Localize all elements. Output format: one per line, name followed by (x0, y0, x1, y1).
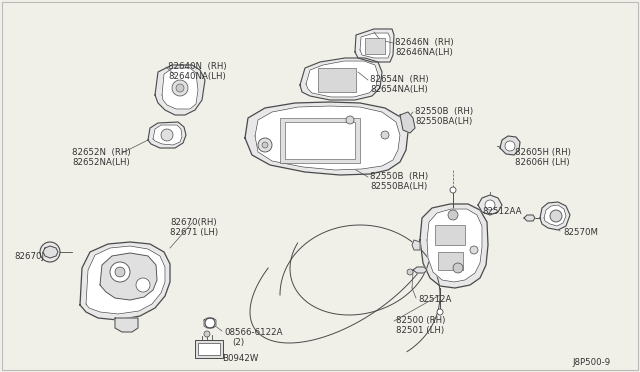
Polygon shape (80, 242, 170, 320)
Circle shape (437, 309, 443, 315)
Polygon shape (360, 33, 390, 58)
Circle shape (45, 247, 55, 257)
Polygon shape (204, 318, 216, 328)
Polygon shape (100, 253, 157, 300)
Bar (280, 118, 360, 163)
Polygon shape (355, 29, 394, 62)
Circle shape (161, 129, 173, 141)
Circle shape (485, 200, 495, 210)
Circle shape (258, 138, 272, 152)
Text: 82652N  (RH): 82652N (RH) (72, 148, 131, 157)
Polygon shape (420, 204, 488, 288)
Text: 82550BA(LH): 82550BA(LH) (415, 117, 472, 126)
Bar (435, 225, 465, 245)
Polygon shape (255, 106, 400, 170)
Text: J8P500-9: J8P500-9 (572, 358, 610, 367)
Text: 82550BA(LH): 82550BA(LH) (370, 182, 428, 191)
Polygon shape (155, 65, 205, 115)
Text: 82550B  (RH): 82550B (RH) (415, 107, 473, 116)
Text: 82654NA(LH): 82654NA(LH) (370, 85, 428, 94)
Bar (198, 343, 220, 355)
Text: 82640N  (RH): 82640N (RH) (168, 62, 227, 71)
Text: 08566-6122A: 08566-6122A (224, 328, 282, 337)
Circle shape (172, 80, 188, 96)
Text: 82640NA(LH): 82640NA(LH) (168, 72, 226, 81)
Text: 82570M: 82570M (563, 228, 598, 237)
Text: 82500 (RH): 82500 (RH) (396, 316, 445, 325)
Polygon shape (524, 215, 535, 221)
Circle shape (346, 116, 354, 124)
Text: 82670(RH): 82670(RH) (170, 218, 216, 227)
Circle shape (407, 269, 413, 275)
Circle shape (453, 263, 463, 273)
Bar (365, 38, 385, 54)
Polygon shape (148, 122, 186, 148)
Circle shape (262, 142, 268, 148)
Polygon shape (400, 112, 415, 133)
Polygon shape (245, 102, 408, 175)
Circle shape (470, 246, 478, 254)
Text: 82605H (RH): 82605H (RH) (515, 148, 571, 157)
Polygon shape (43, 246, 58, 258)
Polygon shape (478, 195, 502, 215)
Circle shape (381, 131, 389, 139)
Polygon shape (115, 318, 138, 332)
Bar (195, 340, 223, 358)
Bar (438, 252, 463, 270)
Circle shape (205, 318, 215, 328)
Polygon shape (500, 136, 520, 155)
Polygon shape (86, 246, 165, 314)
Polygon shape (540, 202, 570, 230)
Polygon shape (544, 205, 566, 226)
Text: 82646NA(LH): 82646NA(LH) (395, 48, 452, 57)
Text: 82670J: 82670J (14, 252, 44, 261)
Circle shape (550, 210, 562, 222)
Bar (285, 122, 355, 159)
Text: 82512A: 82512A (418, 295, 451, 304)
Circle shape (505, 141, 515, 151)
Text: B0942W: B0942W (222, 354, 259, 363)
Text: 82512AA: 82512AA (482, 207, 522, 216)
Polygon shape (306, 61, 378, 97)
Text: 82654N  (RH): 82654N (RH) (370, 75, 429, 84)
Text: 82501 (LH): 82501 (LH) (396, 326, 444, 335)
Circle shape (176, 84, 184, 92)
Text: 82550B  (RH): 82550B (RH) (370, 172, 428, 181)
Text: 82652NA(LH): 82652NA(LH) (72, 158, 130, 167)
Circle shape (110, 262, 130, 282)
Polygon shape (412, 240, 420, 250)
Circle shape (115, 267, 125, 277)
Polygon shape (427, 209, 482, 282)
Polygon shape (162, 68, 198, 109)
Circle shape (448, 210, 458, 220)
Circle shape (136, 278, 150, 292)
Polygon shape (413, 267, 427, 273)
Bar (318, 68, 356, 92)
Polygon shape (300, 58, 382, 100)
Text: (2): (2) (232, 338, 244, 347)
Text: 82671 (LH): 82671 (LH) (170, 228, 218, 237)
Polygon shape (153, 125, 182, 145)
Circle shape (40, 242, 60, 262)
Circle shape (450, 187, 456, 193)
Text: 82646N  (RH): 82646N (RH) (395, 38, 454, 47)
Text: 82606H (LH): 82606H (LH) (515, 158, 570, 167)
Circle shape (204, 331, 210, 337)
